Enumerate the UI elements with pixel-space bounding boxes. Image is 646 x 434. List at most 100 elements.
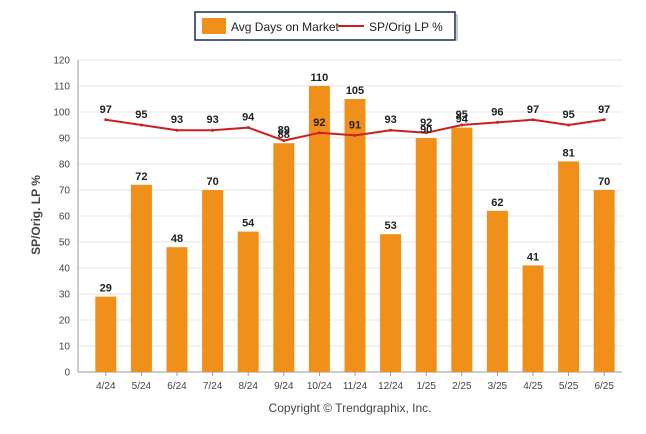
line-point — [139, 123, 143, 127]
line-data-label: 92 — [420, 117, 432, 129]
line-data-label: 97 — [100, 104, 112, 116]
bar — [202, 190, 224, 372]
bar-data-label: 54 — [242, 218, 255, 230]
bar-data-label: 81 — [562, 147, 574, 159]
line-data-label: 97 — [598, 104, 610, 116]
bar — [522, 265, 544, 372]
legend-shadow — [456, 14, 458, 41]
x-tick-label: 1/25 — [416, 381, 436, 392]
data-labels: 29 72 48 70 54 88 110 105 53 90 94 62 41 81 70 97 95 93 93… — [100, 72, 611, 295]
x-tick-label: 3/25 — [488, 381, 508, 392]
axes: 0 10 20 30 40 50 60 70 80 90 100 110 120 4/24 5/24 6/24… — [53, 56, 622, 392]
bar — [273, 143, 295, 372]
bar-data-label: 70 — [598, 176, 610, 188]
bar-data-label: 41 — [527, 251, 539, 263]
y-tick-label: 20 — [59, 316, 71, 327]
y-tick-label: 100 — [53, 108, 70, 119]
line-point — [531, 118, 535, 122]
legend-box — [194, 11, 456, 41]
bar-data-label: 110 — [311, 72, 329, 84]
bar — [415, 138, 437, 372]
line-data-label: 93 — [206, 114, 218, 126]
legend-swatch-bar — [202, 18, 226, 34]
line-point — [175, 128, 179, 132]
x-tick-label: 5/25 — [559, 381, 579, 392]
y-tick-label: 90 — [59, 134, 71, 145]
x-tick-label: 4/25 — [523, 381, 543, 392]
bar-data-label: 94 — [456, 114, 469, 126]
y-tick-label: 110 — [54, 82, 70, 93]
x-tick-label: 4/24 — [96, 381, 116, 392]
bar — [486, 210, 508, 372]
line-data-label: 96 — [491, 106, 503, 118]
y-tick-label: 40 — [59, 264, 71, 275]
bar — [344, 99, 366, 372]
x-tick-label: 8/24 — [238, 381, 258, 392]
bar — [451, 127, 473, 372]
line-series — [104, 118, 606, 143]
line-data-label: 89 — [278, 125, 290, 137]
legend-label-bar: Avg Days on Market — [231, 20, 339, 34]
line-data-label: 91 — [349, 119, 361, 131]
bar — [95, 296, 117, 372]
line-data-label: 92 — [313, 117, 325, 129]
y-tick-label: 80 — [59, 160, 71, 171]
line-point — [246, 126, 250, 130]
y-axis-title: SP/Orig. LP % — [29, 175, 43, 255]
line-point — [460, 123, 464, 127]
line-data-label: 94 — [242, 112, 255, 124]
y-tick-label: 50 — [59, 238, 71, 249]
line-data-label: 95 — [562, 109, 574, 121]
line-point — [495, 120, 499, 124]
line-point — [602, 118, 606, 122]
bar — [166, 247, 188, 372]
y-tick-label: 30 — [59, 290, 71, 301]
copyright-text: Copyright © Trendgraphix, Inc. — [269, 401, 432, 415]
bar — [380, 234, 402, 372]
bar-data-label: 29 — [100, 283, 112, 295]
line-point — [353, 133, 357, 137]
line-point — [567, 123, 571, 127]
bar-data-label: 53 — [384, 220, 396, 232]
bar-data-label: 70 — [206, 176, 218, 188]
bar-series — [95, 86, 615, 372]
bar — [237, 231, 259, 372]
line-data-label: 97 — [527, 104, 539, 116]
x-tick-label: 12/24 — [378, 381, 403, 392]
line-point — [424, 131, 428, 135]
bar-data-label: 105 — [346, 85, 364, 97]
bar-data-label: 62 — [491, 197, 503, 209]
bar — [593, 190, 615, 372]
bar — [130, 184, 152, 372]
x-tick-label: 7/24 — [203, 381, 223, 392]
line-point — [282, 139, 286, 143]
y-tick-label: 120 — [53, 56, 70, 67]
line-point — [389, 128, 393, 132]
y-tick-label: 70 — [59, 186, 71, 197]
line-data-label: 95 — [135, 109, 147, 121]
line-data-label: 93 — [384, 114, 396, 126]
legend-label-line: SP/Orig LP % — [369, 20, 443, 34]
line-point — [211, 128, 215, 132]
bar-data-label: 48 — [171, 233, 183, 245]
x-tick-label: 2/25 — [452, 381, 472, 392]
legend: Avg Days on Market SP/Orig LP % — [194, 11, 458, 41]
bar-data-label: 90 — [420, 124, 432, 136]
x-tick-label: 5/24 — [132, 381, 152, 392]
bar-data-label: 72 — [135, 171, 147, 183]
x-tick-label: 10/24 — [307, 381, 332, 392]
y-tick-label: 10 — [59, 342, 71, 353]
x-tick-label: 6/24 — [167, 381, 187, 392]
line-point — [104, 118, 108, 122]
y-tick-label: 60 — [59, 212, 71, 223]
y-tick-label: 0 — [64, 368, 70, 379]
bar — [558, 161, 580, 372]
x-tick-label: 11/24 — [343, 381, 368, 392]
line-data-label: 93 — [171, 114, 183, 126]
bar — [308, 86, 330, 372]
bar-data-label: 88 — [278, 129, 290, 141]
line-data-label: 95 — [456, 109, 468, 121]
x-tick-label: 9/24 — [274, 381, 294, 392]
x-tick-label: 6/25 — [594, 381, 614, 392]
